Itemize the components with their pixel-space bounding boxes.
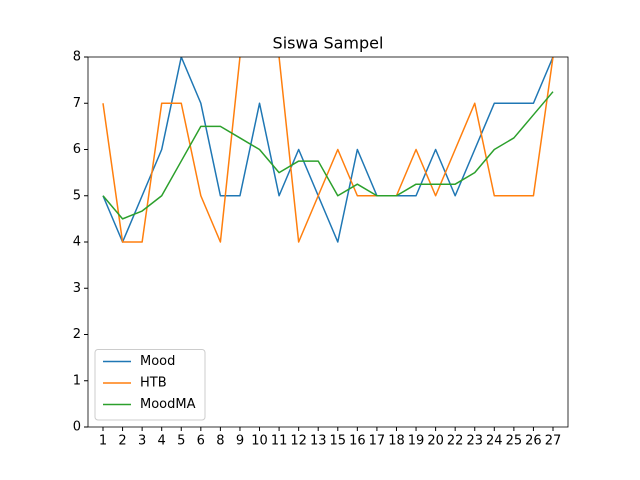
y-tick-label: 5	[73, 188, 81, 203]
x-tick-label: 16	[349, 434, 366, 449]
series-line	[102, 57, 554, 243]
x-tick-label: 22	[447, 434, 464, 449]
x-tick-label: 11	[271, 434, 288, 449]
axes-frame	[87, 56, 569, 428]
y-tick-label: 3	[73, 281, 81, 296]
x-tick-label: 4	[158, 434, 166, 449]
plot-area	[102, 57, 554, 243]
series-line	[102, 91, 554, 220]
x-tick-label: 23	[466, 434, 483, 449]
y-tick-label: 2	[73, 327, 81, 342]
y-tick-label: 1	[73, 373, 81, 388]
x-tick-label: 2	[118, 434, 126, 449]
x-tick-label: 25	[506, 434, 523, 449]
x-tick-label: 27	[545, 434, 562, 449]
y-tick-label: 7	[73, 96, 81, 111]
x-tick-label: 20	[427, 434, 444, 449]
x-tick-label: 17	[369, 434, 386, 449]
x-tick-label: 19	[408, 434, 425, 449]
legend-label: HTB	[140, 376, 167, 391]
x-tick-label: 1	[99, 434, 107, 449]
x-tick-label: 8	[216, 434, 224, 449]
x-tick-label: 15	[330, 434, 347, 449]
y-tick-label: 4	[73, 235, 81, 250]
y-tick-label: 8	[73, 50, 81, 65]
x-tick-label: 12	[290, 434, 307, 449]
x-tick-label: 10	[251, 434, 268, 449]
y-tick-label: 0	[73, 420, 81, 435]
x-tick-label: 13	[310, 434, 327, 449]
y-tick-label: 6	[73, 142, 81, 157]
x-tick-label: 5	[177, 434, 185, 449]
x-tick-label: 3	[138, 434, 146, 449]
x-tick-label: 24	[486, 434, 503, 449]
x-tick-label: 18	[388, 434, 405, 449]
x-tick-label: 26	[525, 434, 542, 449]
legend-label: Mood	[140, 354, 175, 369]
chart-title: Siswa Sampel	[273, 34, 384, 53]
legend-box	[94, 349, 206, 421]
series-line	[102, 57, 554, 243]
legend-label: MoodMA	[140, 397, 196, 412]
x-tick-label: 6	[197, 434, 205, 449]
x-tick-label: 9	[236, 434, 244, 449]
